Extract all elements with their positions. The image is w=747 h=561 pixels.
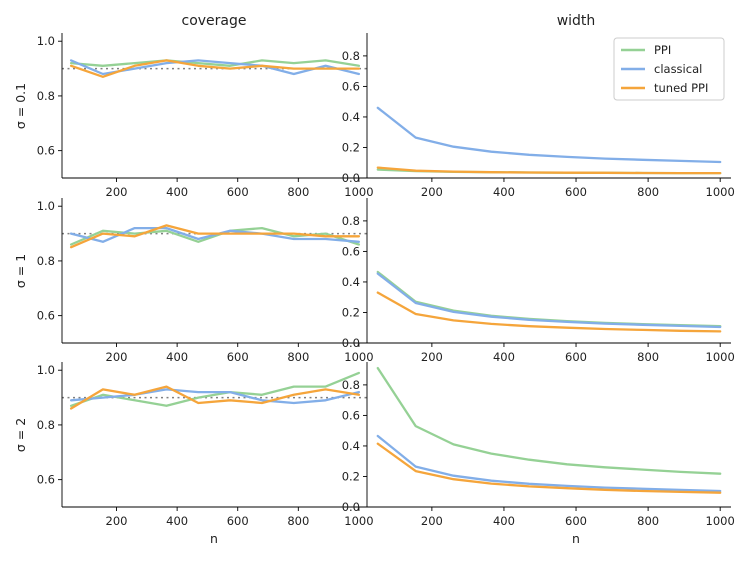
panel-coverage-sigma-0-1: 0.6 0.8 1.0 200 400 600 800 1000 <box>37 33 374 199</box>
legend-label-classical: classical <box>654 62 702 76</box>
x-tick-label-width-sigma-0-1: 600 <box>565 185 587 199</box>
panel-width-sigma-1: 0.0 0.2 0.4 0.6 0.8 200 400 600 800 1000 <box>342 198 735 364</box>
x-axis-label-coverage: n <box>210 531 218 546</box>
series-line-tuned-ppi-width-sigma-2 <box>376 442 722 494</box>
y-tick-label-coverage-sigma-0-1: 0.6 <box>37 144 55 158</box>
row-label-sigma-1: σ = 1 <box>13 254 28 288</box>
panel-width-sigma-0-1: 0.0 0.2 0.4 0.6 0.8 200 400 600 800 1000 <box>342 33 735 199</box>
x-tick-label-width-sigma-1: 1000 <box>706 350 735 364</box>
x-axis-label-width: n <box>572 531 580 546</box>
x-tick-label-coverage-sigma-1: 800 <box>287 350 309 364</box>
x-tick-label-width-sigma-0-1: 800 <box>637 185 659 199</box>
legend-label-ppi: PPI <box>654 43 671 57</box>
series-line-tuned-ppi-coverage-sigma-2 <box>69 385 361 410</box>
panel-coverage-sigma-2: 0.6 0.8 1.0 200 400 600 800 1000 <box>37 362 374 528</box>
x-tick-label-coverage-sigma-0-1: 800 <box>287 185 309 199</box>
series-line-classical-width-sigma-1 <box>376 272 722 329</box>
y-tick-label-width-sigma-2: 0.4 <box>342 439 360 453</box>
x-tick-label-width-sigma-2: 1000 <box>706 514 735 528</box>
y-tick-label-width-sigma-2: 0.8 <box>342 378 360 392</box>
x-tick-label-coverage-sigma-0-1: 400 <box>166 185 188 199</box>
x-tick-label-width-sigma-2: 600 <box>565 514 587 528</box>
x-tick-label-coverage-sigma-2: 1000 <box>344 514 373 528</box>
x-tick-label-width-sigma-1: 800 <box>637 350 659 364</box>
x-tick-label-coverage-sigma-1: 1000 <box>344 350 373 364</box>
series-line-tuned-ppi-width-sigma-0-1 <box>376 166 722 175</box>
y-tick-label-width-sigma-0-1: 0.8 <box>342 49 360 63</box>
y-tick-label-coverage-sigma-1: 1.0 <box>37 199 55 213</box>
y-tick-label-width-sigma-2: 0.6 <box>342 408 360 422</box>
y-tick-label-coverage-sigma-2: 1.0 <box>37 363 55 377</box>
y-tick-label-width-sigma-2: 0.2 <box>342 469 360 483</box>
x-tick-label-width-sigma-0-1: 1000 <box>706 185 735 199</box>
panel-width-sigma-2: 0.0 0.2 0.4 0.6 0.8 200 400 600 800 1000 <box>342 362 735 528</box>
series-line-tuned-ppi-coverage-sigma-1 <box>69 224 361 249</box>
x-tick-label-coverage-sigma-2: 600 <box>227 514 249 528</box>
x-tick-label-coverage-sigma-1: 400 <box>166 350 188 364</box>
series-line-ppi-width-sigma-2 <box>376 366 722 475</box>
x-tick-label-coverage-sigma-0-1: 200 <box>106 185 128 199</box>
y-tick-label-width-sigma-0-1: 0.0 <box>342 171 360 185</box>
series-line-ppi-width-sigma-1 <box>376 270 722 328</box>
y-tick-label-coverage-sigma-0-1: 1.0 <box>37 34 55 48</box>
y-tick-label-width-sigma-1: 0.8 <box>342 214 360 228</box>
x-tick-label-width-sigma-1: 400 <box>493 350 515 364</box>
y-tick-label-width-sigma-1: 0.4 <box>342 275 360 289</box>
x-tick-label-width-sigma-2: 800 <box>637 514 659 528</box>
row-labels: σ = 0.1 σ = 1 σ = 2 <box>13 83 28 452</box>
series-line-tuned-ppi-width-sigma-1 <box>376 291 722 333</box>
x-tick-label-width-sigma-2: 200 <box>421 514 443 528</box>
y-tick-label-coverage-sigma-2: 0.8 <box>37 418 55 432</box>
panel-coverage-sigma-1: 0.6 0.8 1.0 200 400 600 800 1000 <box>37 198 374 364</box>
y-tick-label-coverage-sigma-2: 0.6 <box>37 473 55 487</box>
y-tick-label-coverage-sigma-1: 0.8 <box>37 254 55 268</box>
x-tick-label-coverage-sigma-1: 600 <box>227 350 249 364</box>
column-titles: coverage width <box>182 13 596 29</box>
y-tick-label-width-sigma-0-1: 0.4 <box>342 110 360 124</box>
y-tick-label-width-sigma-2: 0.0 <box>342 500 360 514</box>
x-tick-label-coverage-sigma-0-1: 1000 <box>344 185 373 199</box>
x-tick-label-width-sigma-1: 600 <box>565 350 587 364</box>
series-line-classical-width-sigma-2 <box>376 434 722 493</box>
x-axis-labels: n n <box>210 531 580 546</box>
y-tick-label-coverage-sigma-0-1: 0.8 <box>37 89 55 103</box>
column-title-coverage: coverage <box>182 13 247 29</box>
legend-label-tuned-ppi: tuned PPI <box>654 81 708 95</box>
y-tick-label-width-sigma-1: 0.0 <box>342 336 360 350</box>
x-tick-label-coverage-sigma-2: 800 <box>287 514 309 528</box>
series-line-ppi-coverage-sigma-2 <box>69 371 361 407</box>
series-line-classical-coverage-sigma-2 <box>69 388 361 405</box>
x-tick-label-coverage-sigma-2: 400 <box>166 514 188 528</box>
x-tick-label-width-sigma-1: 200 <box>421 350 443 364</box>
x-tick-label-width-sigma-0-1: 400 <box>493 185 515 199</box>
y-tick-label-width-sigma-0-1: 0.2 <box>342 140 360 154</box>
series-line-ppi-coverage-sigma-0-1 <box>69 59 361 67</box>
legend-frame <box>613 37 725 101</box>
series-line-tuned-ppi-coverage-sigma-0-1 <box>69 59 361 78</box>
y-tick-label-width-sigma-0-1: 0.6 <box>342 79 360 93</box>
x-tick-label-width-sigma-2: 400 <box>493 514 515 528</box>
y-tick-label-coverage-sigma-1: 0.6 <box>37 309 55 323</box>
x-tick-label-coverage-sigma-2: 200 <box>106 514 128 528</box>
row-label-sigma-0-1: σ = 0.1 <box>13 83 28 129</box>
row-label-sigma-2: σ = 2 <box>13 418 28 452</box>
x-tick-label-coverage-sigma-1: 200 <box>106 350 128 364</box>
y-tick-label-width-sigma-1: 0.2 <box>342 305 360 319</box>
y-tick-label-width-sigma-1: 0.6 <box>342 244 360 258</box>
legend: PPI classical tuned PPI <box>613 37 725 101</box>
x-tick-label-width-sigma-0-1: 200 <box>421 185 443 199</box>
column-title-width: width <box>557 13 596 29</box>
series-line-classical-width-sigma-0-1 <box>376 106 722 164</box>
x-tick-label-coverage-sigma-0-1: 600 <box>227 185 249 199</box>
